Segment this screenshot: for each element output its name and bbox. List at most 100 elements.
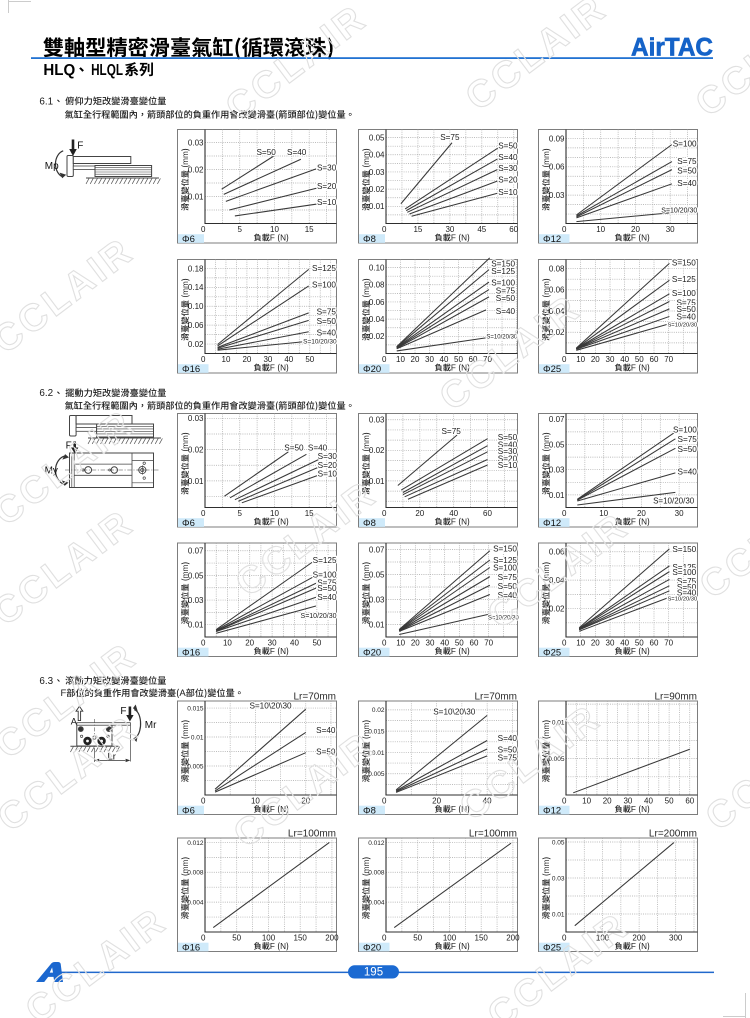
svg-text:0.06: 0.06: [549, 163, 565, 172]
svg-text:CCLAIR: CCLAIR: [18, 900, 175, 1018]
svg-text:S=50: S=50: [316, 747, 336, 756]
svg-text:F: F: [61, 688, 67, 699]
svg-text:mm: mm: [542, 859, 551, 873]
svg-text:10: 10: [223, 639, 232, 648]
svg-text:10: 10: [270, 225, 279, 234]
svg-text:0.02: 0.02: [369, 185, 385, 194]
svg-text:S=100: S=100: [672, 289, 696, 298]
svg-text:50: 50: [413, 934, 422, 943]
svg-text:20: 20: [637, 509, 646, 518]
svg-text:0.005: 0.005: [187, 763, 204, 770]
svg-text:S=125: S=125: [672, 275, 696, 284]
svg-text:F: F: [270, 805, 275, 814]
svg-text:200: 200: [325, 934, 339, 943]
svg-text:N: N: [641, 234, 647, 243]
svg-text:30: 30: [268, 639, 277, 648]
svg-text:S=20: S=20: [498, 454, 518, 463]
svg-text:30: 30: [263, 355, 272, 364]
svg-text:S=100: S=100: [673, 139, 697, 148]
svg-text:0: 0: [201, 639, 206, 648]
svg-text:30: 30: [675, 509, 684, 518]
svg-text:0: 0: [382, 797, 387, 806]
svg-text:N: N: [641, 364, 647, 373]
svg-text:S=40: S=40: [677, 179, 697, 188]
svg-text:mm: mm: [362, 564, 371, 578]
svg-text:0.05: 0.05: [549, 440, 565, 449]
svg-text:S=10: S=10: [498, 188, 518, 197]
svg-text:0.03: 0.03: [549, 191, 565, 200]
svg-text:0.06: 0.06: [549, 548, 565, 557]
svg-text:S=50: S=50: [498, 745, 518, 754]
svg-text:0.01: 0.01: [369, 620, 385, 629]
svg-text:S=150: S=150: [493, 545, 517, 554]
svg-text:0.008: 0.008: [187, 870, 204, 877]
svg-text:mm: mm: [362, 435, 371, 449]
svg-text:0.004: 0.004: [187, 900, 204, 907]
svg-text:60: 60: [470, 639, 479, 648]
svg-text:F: F: [120, 706, 126, 717]
svg-text:S=40: S=40: [498, 734, 518, 743]
svg-text:0: 0: [201, 797, 206, 806]
svg-text:Φ20: Φ20: [363, 647, 381, 658]
svg-text:0.005: 0.005: [368, 771, 385, 778]
svg-text:N: N: [280, 518, 286, 527]
svg-text:0.09: 0.09: [549, 134, 565, 143]
svg-text:10: 10: [596, 225, 605, 234]
svg-text:N: N: [461, 647, 467, 656]
svg-text:S=125: S=125: [672, 563, 696, 572]
svg-text:0.01: 0.01: [369, 202, 385, 211]
svg-text:S=10/20/30: S=10/20/30: [653, 497, 695, 506]
svg-text:N: N: [461, 942, 467, 951]
svg-text:60: 60: [469, 355, 478, 364]
svg-text:Lr=70mm: Lr=70mm: [293, 691, 336, 702]
svg-text:Mp: Mp: [45, 161, 59, 172]
svg-text:0.01: 0.01: [552, 911, 565, 918]
svg-text:50: 50: [635, 639, 644, 648]
svg-text:mm: mm: [362, 722, 371, 736]
svg-text:70: 70: [484, 639, 493, 648]
svg-text:200: 200: [506, 934, 520, 943]
svg-text:mm: mm: [181, 722, 190, 736]
svg-text:0.03: 0.03: [549, 466, 565, 475]
svg-text:70: 70: [664, 639, 673, 648]
svg-text:0.015: 0.015: [368, 729, 385, 736]
svg-text:0.04: 0.04: [369, 315, 385, 324]
svg-text:mm: mm: [542, 435, 551, 449]
svg-text:0.01: 0.01: [372, 750, 385, 757]
svg-text:S=50: S=50: [498, 582, 518, 591]
svg-text:HLQL: HLQL: [91, 62, 123, 79]
svg-text:CCLAIR: CCLAIR: [688, 0, 750, 125]
svg-text:10: 10: [222, 355, 231, 364]
svg-text:Φ12: Φ12: [543, 805, 561, 816]
svg-text:S=40: S=40: [676, 313, 696, 322]
svg-text:0: 0: [201, 934, 206, 943]
svg-text:S=50: S=50: [317, 317, 337, 326]
svg-text:45: 45: [477, 225, 486, 234]
svg-text:20: 20: [415, 509, 424, 518]
svg-text:S=40: S=40: [496, 307, 516, 316]
svg-text:30: 30: [425, 355, 434, 364]
svg-text:S=30: S=30: [498, 447, 518, 456]
svg-text:0: 0: [382, 934, 387, 943]
svg-text:0.04: 0.04: [549, 307, 565, 316]
svg-text:0.04: 0.04: [369, 151, 385, 160]
svg-text:60: 60: [650, 355, 659, 364]
svg-text:5: 5: [237, 225, 242, 234]
svg-text:0.01: 0.01: [191, 734, 204, 741]
svg-text:F: F: [451, 234, 456, 243]
svg-text:mm: mm: [181, 859, 190, 873]
svg-text:Φ16: Φ16: [182, 942, 200, 953]
svg-text:0: 0: [201, 225, 206, 234]
svg-text:0.01: 0.01: [549, 491, 565, 500]
svg-text:200: 200: [632, 934, 646, 943]
svg-text:S=100: S=100: [491, 278, 515, 287]
svg-text:S=75: S=75: [440, 133, 460, 142]
svg-text:S=125: S=125: [312, 264, 336, 273]
svg-text:0.03: 0.03: [552, 875, 565, 882]
svg-text:20: 20: [591, 355, 600, 364]
svg-text:mm: mm: [181, 151, 190, 165]
svg-text:0.08: 0.08: [549, 264, 565, 273]
svg-text:mm: mm: [362, 281, 371, 295]
svg-text:S=40: S=40: [498, 591, 518, 600]
svg-text:F: F: [451, 364, 456, 373]
